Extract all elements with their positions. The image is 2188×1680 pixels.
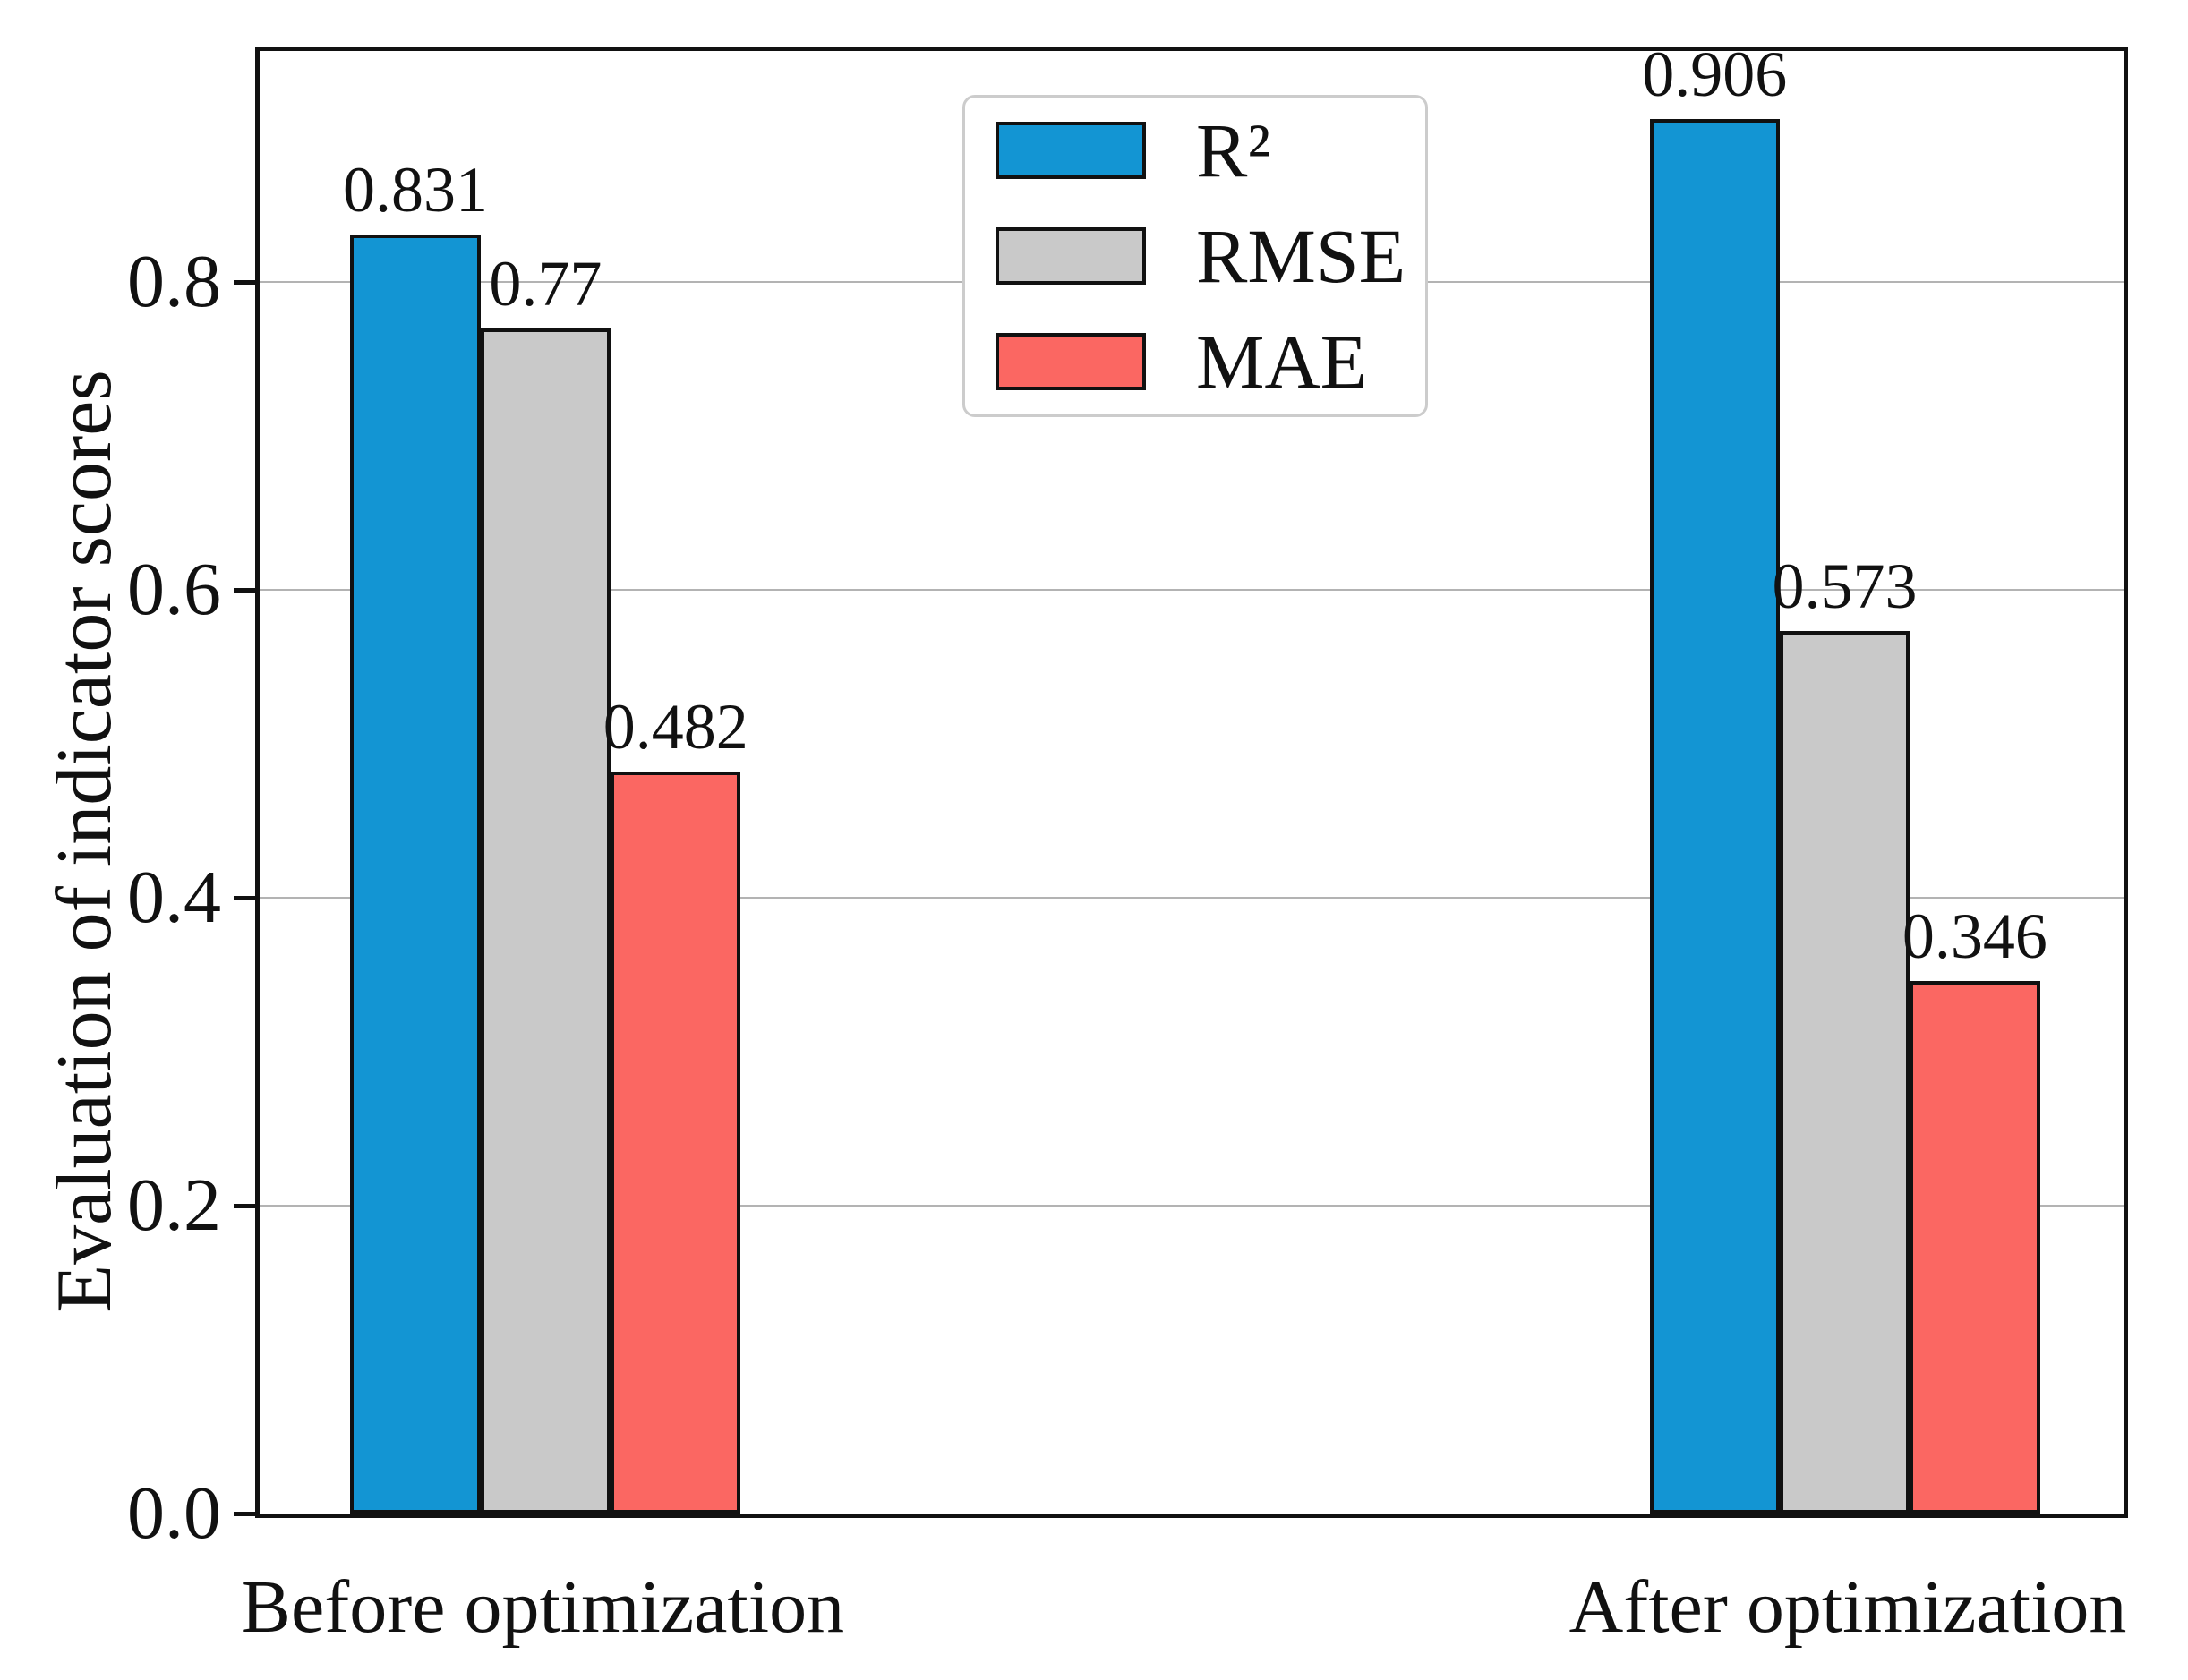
y-tick-label-0.2: 0.2 xyxy=(127,1164,221,1247)
bar-before-rmse xyxy=(480,328,611,1514)
y-tick-label-0.6: 0.6 xyxy=(127,548,221,631)
bar-value-label: 0.346 xyxy=(1902,900,2047,972)
legend-item-r2: R² xyxy=(965,98,1425,203)
y-tick-label-0.8: 0.8 xyxy=(127,240,221,323)
legend-label-r2: R² xyxy=(1196,107,1271,193)
bar-value-label: 0.906 xyxy=(1642,38,1788,110)
legend-swatch-rmse xyxy=(996,227,1146,285)
x-category-label-after: After optimization xyxy=(1568,1565,2127,1649)
y-tick-mark-0.6 xyxy=(234,587,255,593)
y-tick-mark-0.8 xyxy=(234,279,255,285)
y-tick-mark-0.4 xyxy=(234,895,255,900)
legend-swatch-r2 xyxy=(996,122,1146,179)
y-tick-label-0.4: 0.4 xyxy=(127,856,221,939)
legend-item-rmse: RMSE xyxy=(965,203,1425,309)
x-category-label-before: Before optimization xyxy=(240,1565,845,1649)
gridline-0.6 xyxy=(260,589,2124,591)
legend-label-rmse: RMSE xyxy=(1196,213,1406,299)
legend: R² RMSE MAE xyxy=(962,95,1428,417)
y-tick-mark-0.2 xyxy=(234,1203,255,1208)
legend-item-mae: MAE xyxy=(965,309,1425,414)
bar-after-r2 xyxy=(1649,118,1780,1514)
gridline-0.2 xyxy=(260,1205,2124,1207)
y-tick-label-0.0: 0.0 xyxy=(127,1471,221,1555)
bar-value-label: 0.831 xyxy=(343,153,489,226)
legend-swatch-mae xyxy=(996,333,1146,390)
bar-value-label: 0.77 xyxy=(489,247,603,320)
gridline-0.4 xyxy=(260,897,2124,899)
bar-value-label: 0.573 xyxy=(1772,550,1918,623)
bar-after-mae xyxy=(1910,980,2040,1514)
y-tick-mark-0.0 xyxy=(234,1511,255,1516)
legend-label-mae: MAE xyxy=(1196,319,1368,405)
bar-before-mae xyxy=(611,771,741,1514)
bar-value-label: 0.482 xyxy=(603,690,748,763)
bar-before-r2 xyxy=(350,234,481,1514)
bar-after-rmse xyxy=(1779,631,1910,1514)
